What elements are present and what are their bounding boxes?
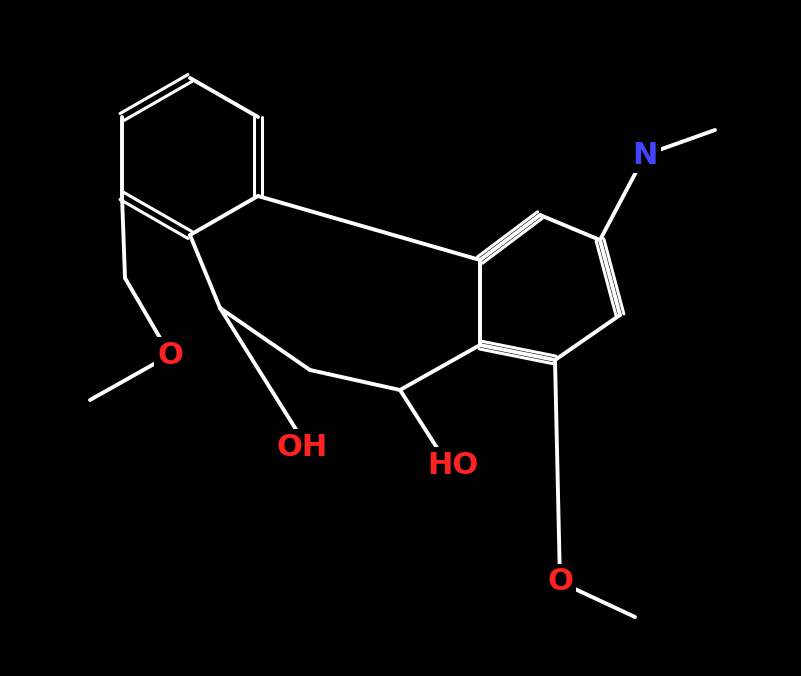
Text: OH: OH xyxy=(276,433,328,462)
Text: N: N xyxy=(632,141,658,170)
Text: O: O xyxy=(157,341,183,370)
Text: O: O xyxy=(547,567,573,596)
Text: HO: HO xyxy=(428,450,479,479)
